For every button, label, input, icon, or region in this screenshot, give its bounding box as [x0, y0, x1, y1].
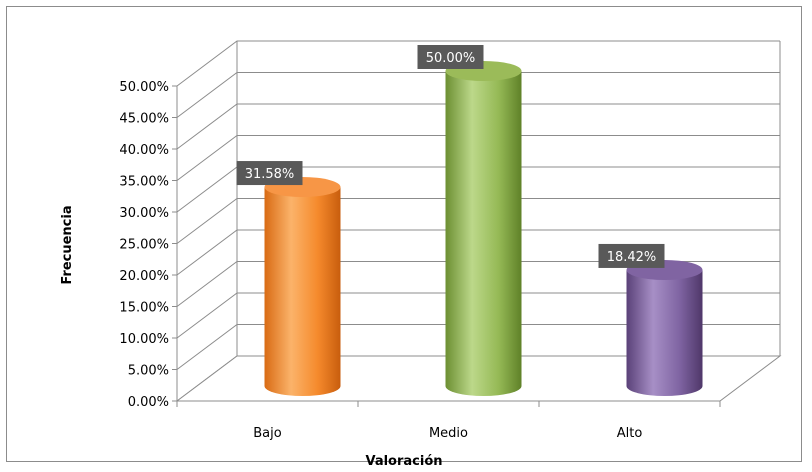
y-tick-label: 15.00% — [119, 301, 169, 316]
x-tick-label: Alto — [617, 426, 643, 441]
bar-medio — [445, 61, 522, 397]
data-label-box — [417, 45, 484, 69]
bar-body — [445, 71, 522, 397]
bar-body — [264, 187, 341, 397]
data-label-box — [598, 243, 665, 268]
y-tick-label: 30.00% — [119, 206, 169, 221]
y-tick-label: 45.00% — [119, 112, 169, 127]
x-tick-label: Medio — [429, 426, 468, 441]
bars — [264, 61, 703, 397]
y-axis: 0.00% 5.00% 10.00% 15.00% 20.00% 25.00% 30.00%… — [119, 80, 721, 441]
data-labels: 31.58% 50.00% 18.42% — [236, 45, 665, 268]
y-tick-label: 10.00% — [119, 332, 169, 347]
data-label: 50.00% — [417, 45, 484, 69]
bar-bajo — [264, 177, 341, 397]
y-tick-label: 25.00% — [119, 238, 169, 253]
x-axis-title: Valoración — [365, 454, 442, 469]
data-label: 18.42% — [598, 243, 665, 268]
bar-alto — [626, 259, 703, 397]
x-tick-label: Bajo — [253, 426, 281, 441]
bar-body — [626, 269, 703, 397]
data-label-box — [236, 161, 303, 186]
y-tick-label: 35.00% — [119, 175, 169, 190]
data-label-text: 18.42% — [607, 250, 657, 265]
data-label: 31.58% — [236, 161, 303, 186]
y-tick-label: 50.00% — [119, 80, 169, 95]
y-tick-label: 40.00% — [119, 143, 169, 158]
data-label-text: 50.00% — [426, 51, 476, 66]
y-axis-title: Frecuencia — [60, 205, 75, 284]
y-tick-label: 5.00% — [128, 364, 169, 379]
data-label-text: 31.58% — [245, 167, 295, 182]
y-tick-label: 20.00% — [119, 269, 169, 284]
y-tick-label: 0.00% — [128, 395, 169, 410]
